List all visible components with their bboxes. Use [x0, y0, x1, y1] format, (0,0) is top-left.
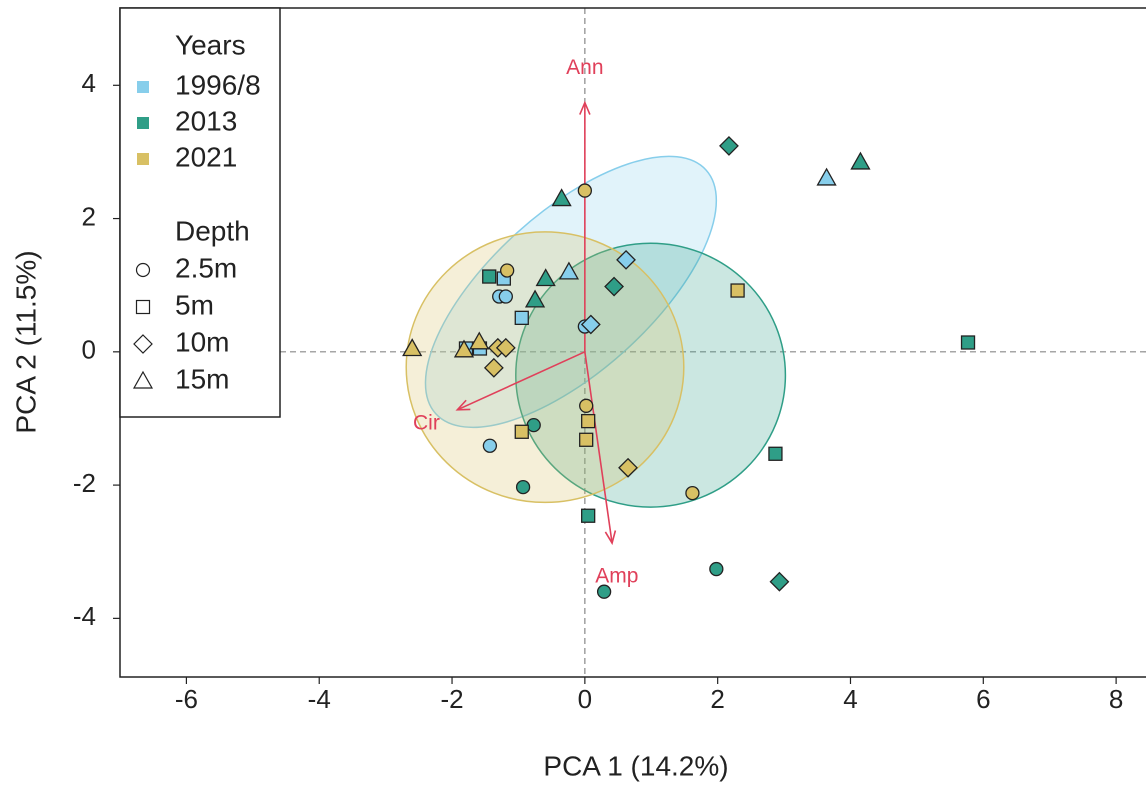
point — [526, 417, 541, 433]
point — [730, 283, 745, 298]
x-tick-label: -2 — [440, 684, 463, 714]
point — [719, 136, 739, 156]
x-tick-label: -6 — [175, 684, 198, 714]
point — [469, 331, 490, 350]
point — [551, 188, 572, 207]
legend-label: 1996/8 — [175, 69, 261, 100]
point — [579, 398, 594, 413]
point — [960, 335, 976, 350]
point — [482, 269, 497, 284]
x-tick-label: 4 — [843, 684, 857, 714]
point — [769, 571, 790, 592]
x-tick-label: 6 — [976, 684, 990, 714]
arrow-label: Amp — [595, 564, 638, 587]
point — [402, 338, 423, 357]
legend-swatch — [137, 81, 149, 93]
point — [579, 432, 594, 447]
y-tick-label: -2 — [73, 468, 96, 498]
loading-arrow — [457, 351, 586, 411]
point — [616, 249, 636, 270]
point — [685, 485, 700, 501]
point — [514, 424, 529, 439]
point — [515, 479, 531, 495]
point — [580, 314, 601, 335]
legend-label: 2013 — [175, 105, 237, 136]
legend-symbol — [135, 262, 151, 278]
y-tick-label: -4 — [73, 601, 96, 631]
x-axis-label: PCA 1 (14.2%) — [543, 750, 728, 781]
point — [498, 289, 513, 304]
point — [596, 584, 612, 599]
arrow-head — [604, 530, 617, 546]
confidence-ellipse — [424, 155, 718, 429]
point — [514, 310, 529, 325]
legend-swatch — [137, 153, 149, 165]
legend-symbol — [133, 334, 153, 354]
y-tick-label: 2 — [82, 201, 96, 231]
point — [581, 508, 596, 523]
point — [558, 261, 580, 280]
legend-label: 5m — [175, 289, 214, 320]
arrow-head — [455, 399, 471, 411]
point — [618, 457, 638, 478]
arrow-head — [579, 100, 591, 115]
point — [524, 289, 546, 308]
point — [577, 183, 593, 198]
legend-title: Depth — [175, 215, 250, 246]
point — [500, 263, 515, 278]
loading-arrow — [584, 351, 613, 544]
legend: Years 1996/8 2013 2021 Depth 2.5m 5m 10m 15m — [119, 7, 281, 418]
point — [453, 339, 475, 358]
point — [495, 337, 516, 358]
legend-label: 2021 — [175, 141, 237, 172]
plot-area: Ann Cir Amp — [120, 8, 1146, 677]
point — [535, 268, 556, 287]
point — [709, 561, 724, 577]
legend-symbol — [135, 299, 151, 315]
legend-label: 2.5m — [175, 252, 237, 283]
point — [816, 167, 837, 186]
legend-label: 15m — [175, 363, 229, 394]
x-tick-label: 0 — [578, 684, 592, 714]
x-tick-label: 8 — [1109, 684, 1123, 714]
confidence-ellipse — [405, 231, 685, 504]
point — [483, 357, 504, 378]
legend-label: 10m — [175, 326, 229, 357]
y-axis-label: PCA 2 (11.5%) — [10, 250, 41, 433]
point — [581, 413, 596, 429]
y-tick-label: 4 — [82, 68, 96, 98]
legend-title: Years — [175, 29, 246, 60]
x-tick-label: -4 — [308, 684, 331, 714]
point — [604, 276, 624, 297]
point — [850, 151, 871, 170]
legend-swatch — [137, 117, 149, 129]
arrow-label: Cir — [413, 411, 440, 434]
point — [768, 446, 783, 461]
legend-symbol — [132, 370, 154, 389]
arrow-label: Ann — [566, 56, 603, 79]
y-tick-label: 0 — [82, 335, 96, 365]
point — [482, 438, 498, 453]
x-tick-label: 2 — [710, 684, 724, 714]
